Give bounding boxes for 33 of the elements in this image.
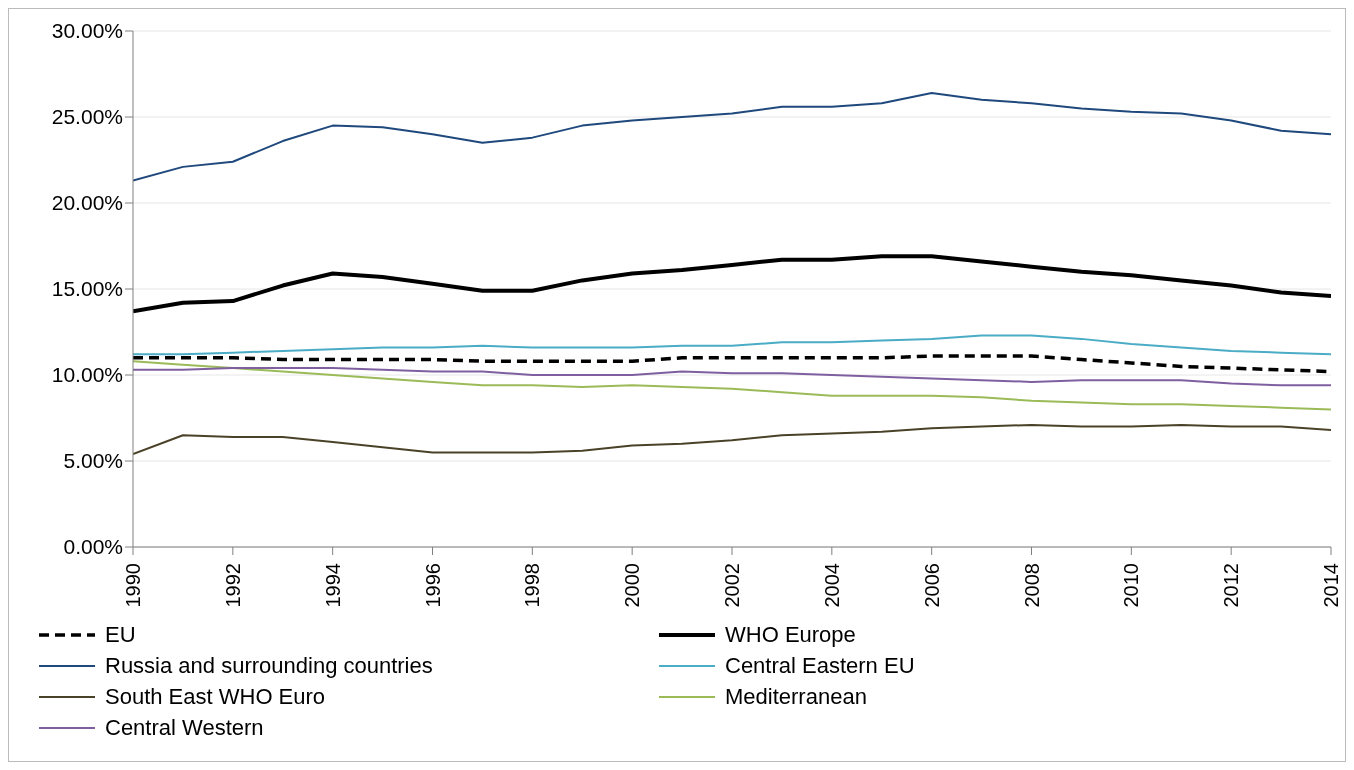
x-tick-label: 1992 — [221, 563, 244, 608]
line-series — [133, 91, 1331, 182]
x-tick-label: 2010 — [1120, 563, 1143, 608]
line-series — [133, 367, 1331, 387]
line-series — [133, 360, 1331, 411]
x-tick-label: 2002 — [721, 563, 743, 608]
line-series — [133, 423, 1331, 456]
y-tick-label: 15.00% — [51, 277, 123, 301]
legend-label: WHO Europe — [725, 621, 856, 648]
legend-label: South East WHO Euro — [105, 683, 326, 710]
y-tick-label: 20.00% — [51, 191, 123, 215]
x-tick-label: 2004 — [820, 563, 843, 608]
line-series — [133, 334, 1331, 356]
x-tick-label: 2000 — [621, 563, 644, 608]
y-tick-label: 10.00% — [51, 363, 123, 387]
x-tick-label: 2014 — [1320, 563, 1342, 608]
y-tick-label: 25.00% — [51, 105, 123, 129]
y-tick-label: 0.00% — [63, 535, 123, 559]
line-series — [133, 254, 1331, 314]
legend-label: Mediterranean — [725, 683, 867, 710]
legend-label: Russia and surrounding countries — [105, 652, 433, 679]
x-tick-label: 1998 — [521, 563, 544, 608]
x-tick-label: 2012 — [1220, 563, 1243, 608]
legend-label: Central Western — [105, 714, 264, 741]
x-tick-label: 1994 — [321, 563, 344, 608]
legend-label: EU — [105, 621, 136, 648]
x-tick-label: 1990 — [122, 563, 144, 608]
x-tick-label: 2008 — [1020, 563, 1043, 608]
legend-label: Central Eastern EU — [725, 652, 915, 679]
x-tick-label: 2006 — [920, 563, 943, 608]
x-tick-label: 1996 — [421, 563, 444, 608]
y-tick-label: 30.00% — [51, 19, 123, 43]
y-tick-label: 5.00% — [63, 449, 123, 473]
